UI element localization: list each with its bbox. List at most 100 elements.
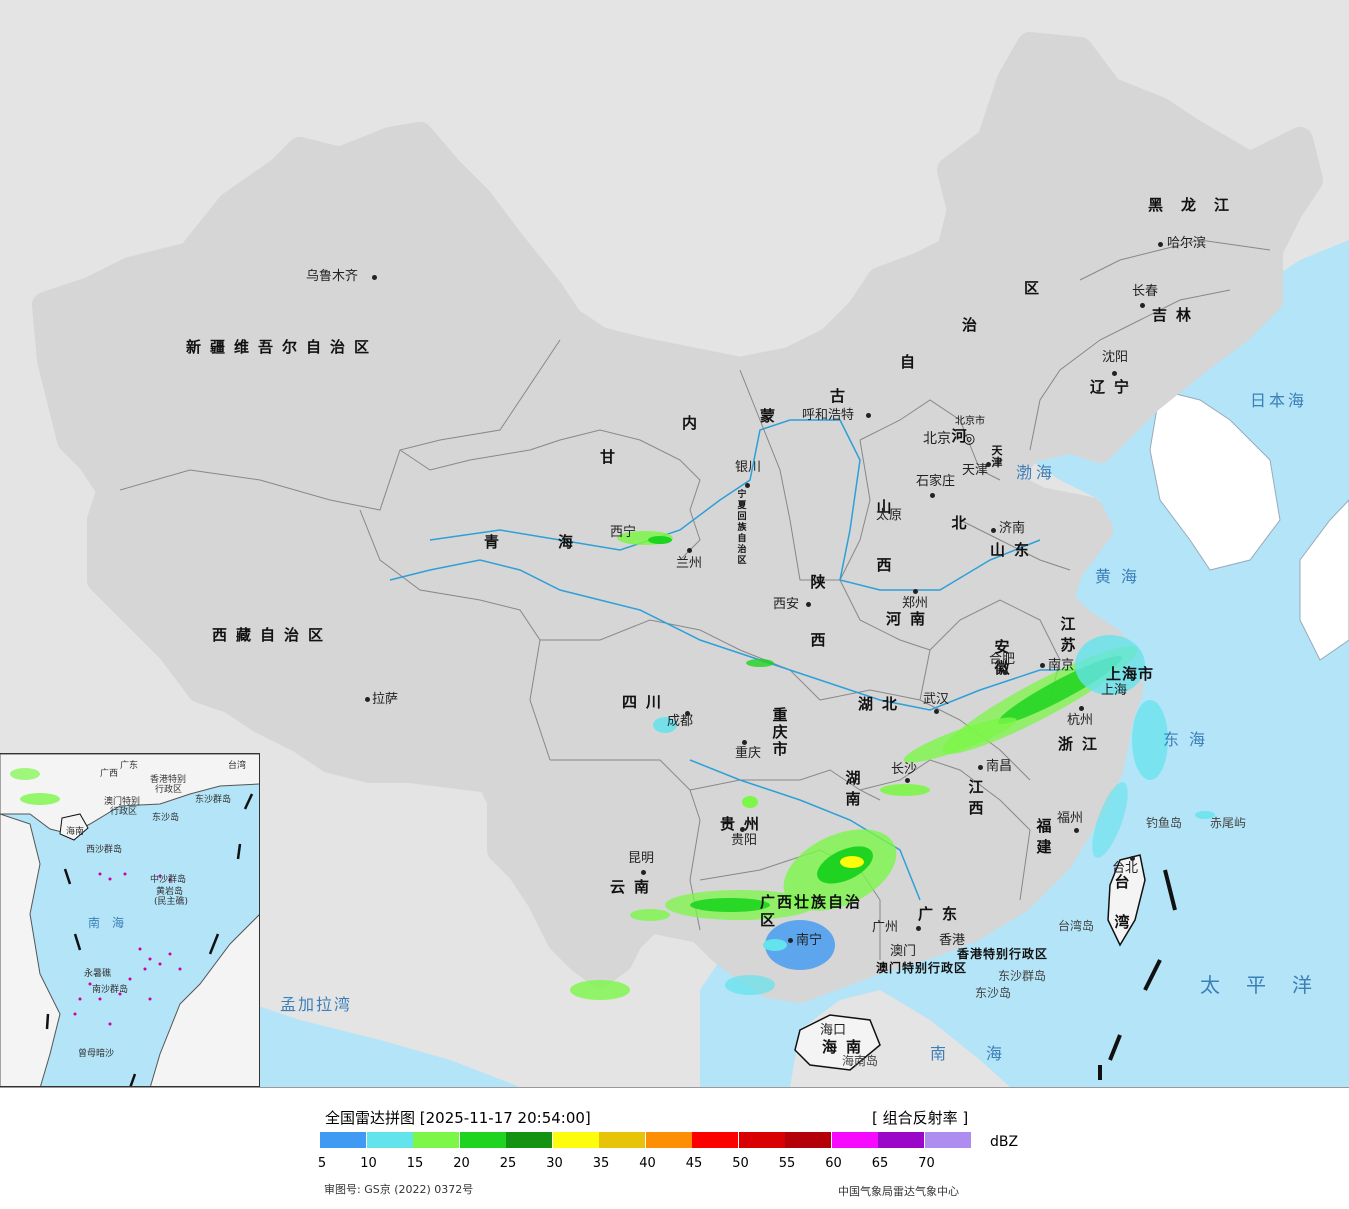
city-dot-nanjing [1040,663,1045,668]
inset-zengmu: 曾母暗沙 [78,1049,115,1059]
color-swatch [506,1132,552,1148]
city-dot-guangzhou [916,926,921,931]
label-taiwan: 台湾 [1114,873,1130,931]
city-dot-hefei [1003,670,1008,675]
scale-tick: 30 [546,1156,563,1171]
city-kunming: 昆明 [628,851,655,866]
city-haikou: 海口 [820,1023,847,1038]
city-changchun: 长春 [1132,284,1159,299]
label-diaoyu: 钓鱼岛 [1146,816,1183,830]
label-chiwei: 赤尾屿 [1210,816,1247,830]
inset-zhongsha: 中沙群岛 [150,875,187,885]
color-swatch [878,1132,924,1148]
sea-bengal: 孟加拉湾 [280,995,353,1014]
label-hainan: 海南 [822,1038,871,1056]
hainan-island [794,1014,881,1071]
label-henan: 河南 [886,610,935,628]
label-neimenggu-5: 治 [962,316,987,334]
city-hefei: 合肥 [989,652,1016,667]
inset-xisha: 西沙群岛 [86,845,123,855]
city-harbin: 哈尔滨 [1167,236,1207,251]
sea-yellow: 黄海 [1095,567,1148,586]
color-swatch [831,1132,878,1148]
label-liaoning: 辽宁 [1090,378,1139,396]
scale-tick: 35 [592,1156,610,1171]
scale-tick: 55 [778,1156,796,1171]
label-qinghai-a: 青 [484,533,509,551]
city-lhasa: 拉萨 [372,692,399,707]
city-dot-changchun [1140,303,1145,308]
city-nanning: 南宁 [796,933,823,948]
inset-hongkong-2: 行政区 [155,785,183,795]
city-guangzhou: 广州 [872,920,899,935]
inset-yongshu: 永暑礁 [84,969,112,979]
label-hubei: 湖北 [858,695,907,713]
label-shaanxi: 陕西 [810,573,826,649]
city-macao: 澳门 [890,944,917,959]
city-guiyang: 贵阳 [731,833,758,848]
sea-japan: 日本海 [1250,391,1308,410]
label-fujian: 福建 [1036,817,1052,856]
japan-sea-area [1270,240,1349,470]
province-borders [119,239,1271,960]
color-swatch [599,1132,645,1148]
sea-bohai: 渤海 [1016,463,1057,482]
city-zhengzhou: 郑州 [902,596,929,611]
south-china-sea-inset: 广东 台湾 广西 香港特别 行政区 澳门特别 行政区 东沙群岛 东沙岛 海南 西… [0,753,260,1087]
scale-tick: 15 [406,1156,424,1171]
color-swatch [785,1132,831,1148]
city-wuhan: 武汉 [923,692,950,707]
scale-tick: 65 [871,1156,889,1171]
city-dot-nanning [788,938,793,943]
scale-tick: 40 [639,1156,656,1171]
label-guangxi: 广西壮族自治区 [760,893,863,929]
label-neimenggu-3: 古 [830,387,855,405]
label-tianjin-region: 天津 [991,444,1003,469]
inset-macao-2: 行政区 [110,807,138,817]
city-dot-zhengzhou [913,589,918,594]
maritime-boundary [1098,869,1177,1080]
scale-tick: 50 [732,1156,749,1171]
japan-land [1299,499,1349,661]
city-dot-jinan [991,528,996,533]
city-dot-changsha [905,778,910,783]
label-taiwan-island: 台湾岛 [1058,919,1095,933]
city-jinan: 济南 [999,521,1026,536]
label-gansu: 甘 [600,448,625,466]
city-dot-guiyang [740,827,745,832]
city-dot-lhasa [365,697,370,702]
city-dot-harbin [1158,242,1163,247]
label-jiangxi: 江西 [968,778,984,817]
label-hunan: 湖南 [845,769,861,808]
color-swatch [366,1132,413,1148]
inset-canvas [0,754,259,1086]
city-nanchang: 南昌 [986,759,1013,774]
color-swatch [552,1132,599,1148]
sea-south: 南海 [930,1044,1043,1063]
sea-pacific: 太平洋 [1200,973,1338,997]
inset-macao: 澳门特别 [104,797,141,807]
label-hebei: 河北 [951,427,967,532]
inset-guangdong: 广东 [120,761,139,771]
radar-map: 新疆维吾尔自治区 西藏自治区 青 海 甘 四川 云南 贵州 广西壮族自治区 广东… [0,0,1349,1087]
city-changsha: 长沙 [891,762,918,777]
label-hongkong-sar: 香港特别行政区 [957,947,1049,961]
label-xinjiang: 新疆维吾尔自治区 [186,338,379,356]
color-swatch [320,1132,366,1148]
label-neimenggu-4: 自 [900,353,925,371]
label-macao-sar: 澳门特别行政区 [876,961,968,975]
legend-product: [ 组合反射率 ] [872,1109,969,1127]
label-chongqing: 重庆市 [772,706,788,758]
city-dot-xian [806,602,811,607]
city-shijiazhuang: 石家庄 [916,474,956,489]
inset-huangyan: 黄岩岛 [156,887,184,897]
city-dot-taibei [1130,856,1135,861]
korean-peninsula [1149,389,1281,571]
label-shanxi: 山西 [876,498,892,574]
label-heilongjiang: 黑龙江 [1148,196,1248,214]
city-dot-chengdu [685,711,690,716]
color-swatch [738,1132,785,1148]
city-beijing: 北京 [923,431,951,447]
inset-taiwan: 台湾 [228,761,247,771]
label-dongsha-island: 东沙岛 [975,986,1012,1000]
